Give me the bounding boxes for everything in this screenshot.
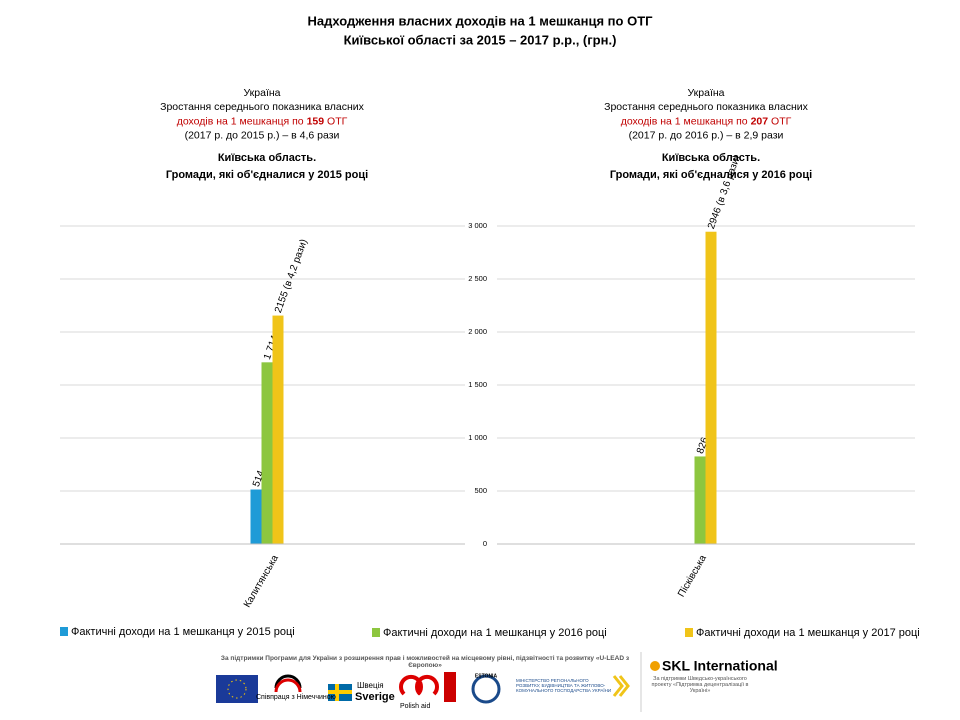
data-label: 2155 (в 4,2 рази) xyxy=(273,238,310,315)
annotation: доходів на 1 мешканця по 207 ОТГ xyxy=(621,115,792,127)
logo-label: Polish aid xyxy=(400,703,430,710)
footer-skl-note: За підтримки Шведсько-українського проек… xyxy=(651,676,749,694)
footer-support: За підтримки Програми для України з розш… xyxy=(220,655,630,669)
annotation: Зростання середнього показника власних xyxy=(604,101,808,113)
bar xyxy=(250,489,262,544)
annotation-part: ОТГ xyxy=(324,115,347,127)
logo-label: Співпраця з Німеччиною xyxy=(256,693,336,701)
skl-logo xyxy=(650,661,660,671)
de-logo xyxy=(274,678,302,693)
ministry-logo xyxy=(612,675,630,697)
de-logo xyxy=(274,674,302,689)
legend-label: Фактичні доходи на 1 мешканця у 2017 роц… xyxy=(696,627,920,639)
eu-logo xyxy=(216,675,258,703)
subtitle: Громади, які об'єдналися у 2015 році xyxy=(166,169,368,181)
legend-label: Фактичні доходи на 1 мешканця у 2015 роц… xyxy=(71,626,295,638)
legend-swatch xyxy=(60,627,68,636)
pl-logo xyxy=(399,674,439,696)
subtitle: Київська область. xyxy=(218,152,316,164)
ee-logo xyxy=(471,674,501,704)
y-tick-label: 2 000 xyxy=(468,327,487,336)
bar xyxy=(705,231,717,544)
annotation-part: 207 xyxy=(751,115,769,127)
eu-stars xyxy=(227,679,247,699)
y-tick-label: 500 xyxy=(474,486,487,495)
legend-swatch xyxy=(685,628,693,637)
annotation: (2017 р. до 2015 р.) – в 4,6 рази xyxy=(185,130,340,142)
annotation-part: 159 xyxy=(307,115,325,127)
bar xyxy=(261,362,273,544)
y-tick-label: 2 500 xyxy=(468,274,487,283)
subtitle: Громади, які об'єдналися у 2016 році xyxy=(610,169,812,181)
annotation: Зростання середнього показника власних xyxy=(160,101,364,113)
chart-title: Надходження власних доходів на 1 мешканц… xyxy=(307,13,653,28)
annotation: Україна xyxy=(687,87,724,99)
x-tick-label: Калитянська xyxy=(242,553,281,610)
subtitle: Київська область. xyxy=(662,152,760,164)
logo-label: Швеція xyxy=(357,681,384,690)
chart-title: Київської області за 2015 – 2017 р.р., (… xyxy=(344,32,617,47)
y-tick-label: 1 000 xyxy=(468,433,487,442)
bar xyxy=(272,315,284,544)
y-tick-label: 1 500 xyxy=(468,380,487,389)
y-tick-label: 0 xyxy=(483,539,487,548)
y-tick-label: 3 000 xyxy=(468,221,487,230)
bar xyxy=(694,456,706,544)
annotation: доходів на 1 мешканця по 159 ОТГ xyxy=(177,115,348,127)
annotation-part: доходів на 1 мешканця по xyxy=(177,115,307,127)
annotation: (2017 р. до 2016 р.) – в 2,9 рази xyxy=(629,130,784,142)
logo-label: ESTONIA xyxy=(475,673,498,679)
legend-label: Фактичні доходи на 1 мешканця у 2016 роц… xyxy=(383,627,607,639)
annotation-part: ОТГ xyxy=(768,115,791,127)
se-flag xyxy=(335,684,339,701)
data-label: 2946 (в 3,6 рази) xyxy=(706,154,743,231)
region-flag xyxy=(444,672,456,702)
se-flag xyxy=(328,690,352,694)
logo-label: Sverige xyxy=(355,691,395,703)
footer-ministry: МІНІСТЕРСТВО РЕГІОНАЛЬНОГО РОЗВИТКУ, БУД… xyxy=(516,678,612,693)
annotation-part: доходів на 1 мешканця по xyxy=(621,115,751,127)
annotation: Україна xyxy=(243,87,280,99)
x-tick-label: Пісківська xyxy=(676,553,709,599)
legend-swatch xyxy=(372,628,380,637)
logo-label: SKL International xyxy=(662,658,778,674)
